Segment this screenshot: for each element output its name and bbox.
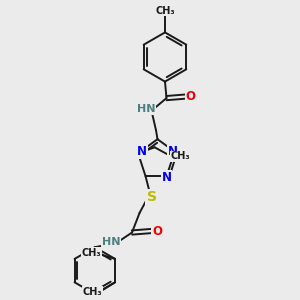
Text: CH₃: CH₃ <box>155 5 175 16</box>
Text: CH₃: CH₃ <box>82 248 101 258</box>
Text: N: N <box>161 171 172 184</box>
Text: CH₃: CH₃ <box>170 151 190 161</box>
Text: CH₃: CH₃ <box>83 287 102 297</box>
Text: N: N <box>168 145 178 158</box>
Text: O: O <box>152 224 162 238</box>
Text: O: O <box>185 90 196 103</box>
Text: N: N <box>137 145 147 158</box>
Text: HN: HN <box>137 104 155 114</box>
Text: HN: HN <box>102 236 120 247</box>
Text: S: S <box>146 190 157 204</box>
